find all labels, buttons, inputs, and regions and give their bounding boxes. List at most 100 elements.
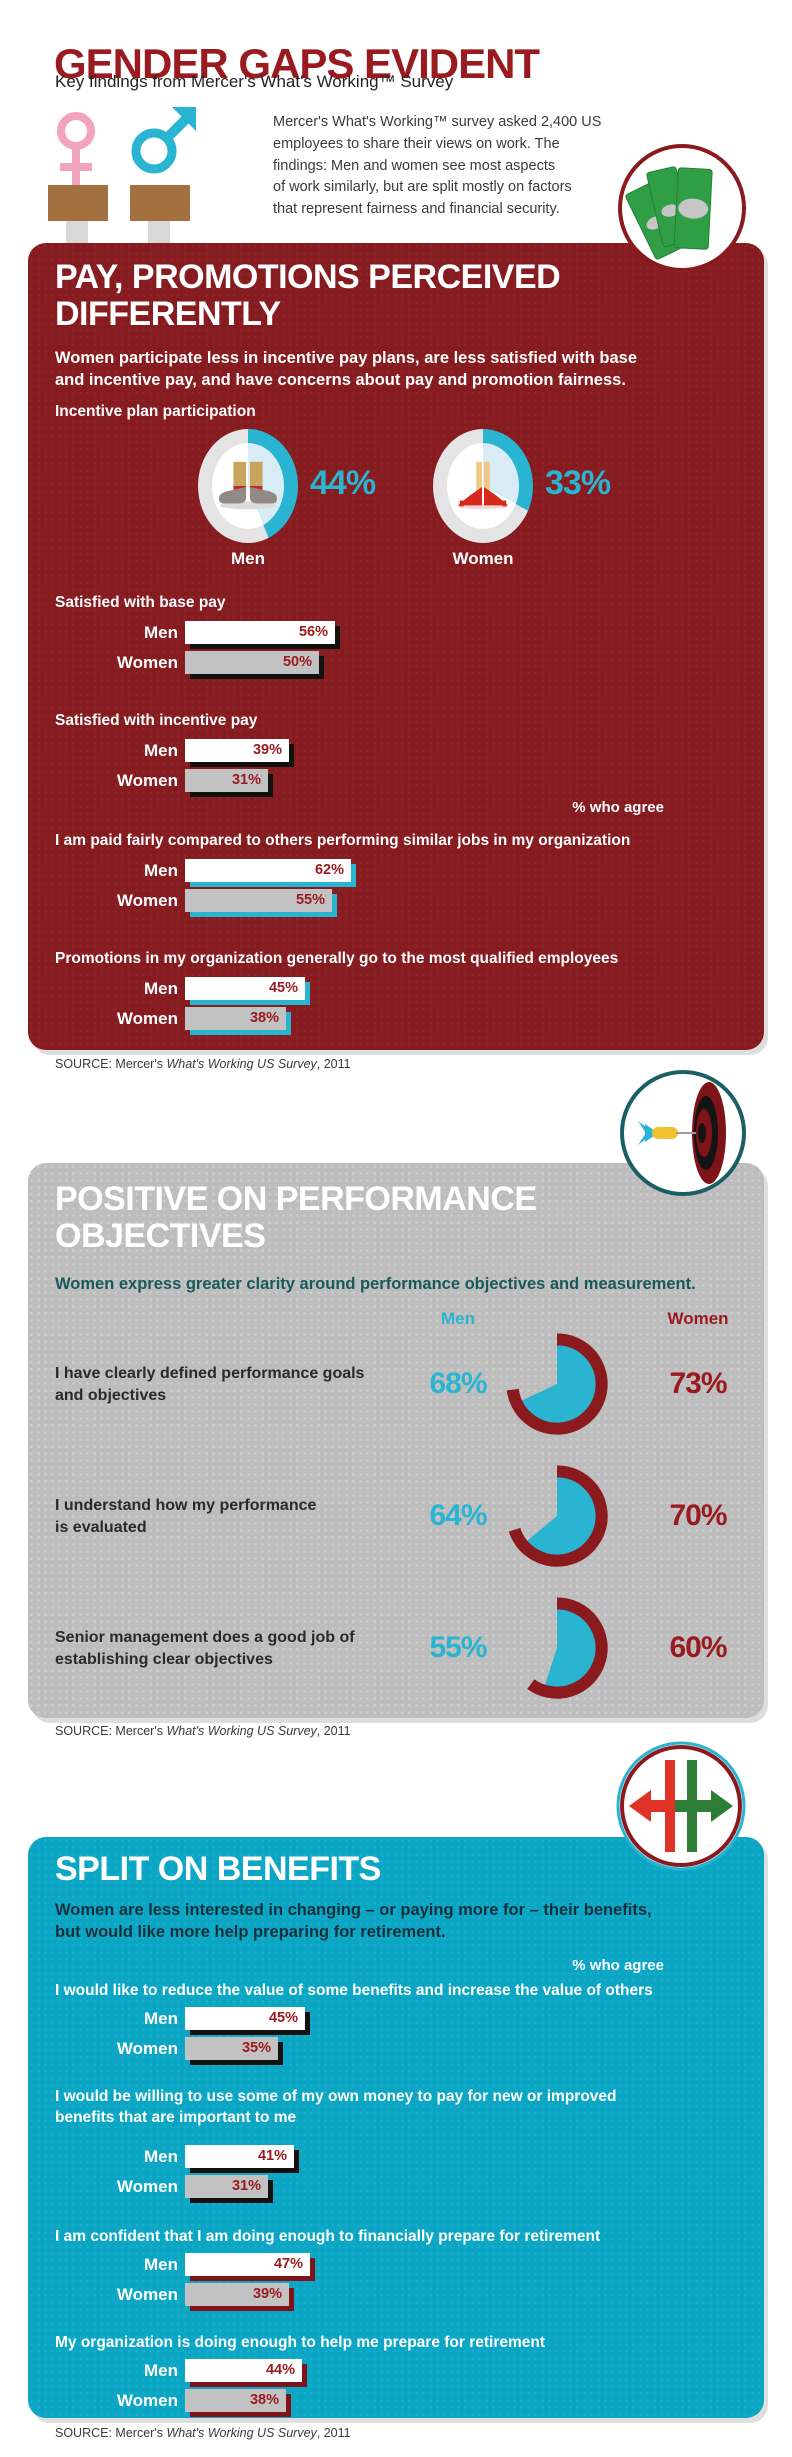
bar-label: Men [144, 2008, 178, 2028]
bar-label: Women [116, 652, 178, 672]
bar-value: 45% [268, 980, 298, 996]
bar-women: 38% [185, 1007, 286, 1030]
pct-who-agree-label: % who agree [572, 1957, 664, 1974]
bar-value: 47% [273, 2256, 303, 2272]
column-header-men: Men [441, 1309, 475, 1328]
bar-women: 35% [185, 2037, 278, 2060]
statement-label: I have clearly defined performance goals… [55, 1365, 365, 1404]
donut-women-label: Women [452, 549, 514, 568]
question-label: I am paid fairly compared to others perf… [55, 832, 631, 849]
bar-label: Men [144, 622, 178, 642]
bar-label: Women [116, 2284, 178, 2304]
bar-women: 31% [185, 769, 268, 792]
pie-women-arc [506, 1333, 608, 1435]
bar-men: 39% [185, 739, 289, 762]
men-value: 68% [429, 1367, 487, 1400]
bar-value: 31% [231, 772, 261, 788]
bar-value: 45% [268, 2010, 298, 2026]
bar-value: 38% [249, 2392, 279, 2408]
pie-women-arc [508, 1465, 608, 1567]
intro-line: of work similarly, but are split mostly … [273, 179, 572, 196]
bar-value: 35% [241, 2040, 271, 2056]
donut-hole [447, 443, 519, 529]
bar-row-men: Men 45% [55, 977, 305, 1000]
mens-shoes-icon [218, 461, 278, 510]
bar-label: Women [116, 890, 178, 910]
bar-row-men: Men 39% [55, 739, 289, 762]
split-arrows-icon [616, 1741, 746, 1871]
female-symbol-icon [57, 112, 95, 187]
section-subtitle: Women express greater clarity around per… [55, 1275, 696, 1293]
bar-label: Men [144, 2146, 178, 2166]
source-note: SOURCE: Mercer's What's Working US Surve… [55, 2426, 351, 2440]
right-arrow [675, 1790, 733, 1822]
bar-row-women: Women 50% [55, 651, 319, 674]
question-label: I would be willing to use some of my own… [55, 2088, 617, 2126]
section-heading: PAY, PROMOTIONS PERCEIVED DIFFERENTLY [55, 258, 561, 334]
bar-value: 56% [298, 624, 328, 640]
bar-value: 50% [282, 654, 312, 670]
intro-line: employees to share their views on work. … [273, 135, 560, 152]
dart [638, 1121, 696, 1145]
bar-row-men: Men 62% [55, 859, 351, 882]
bar-men: 41% [185, 2145, 294, 2168]
source-note: SOURCE: Mercer's What's Working US Surve… [55, 1057, 351, 1071]
section-pay-promotions: PAY, PROMOTIONS PERCEIVED DIFFERENTLY Wo… [28, 243, 764, 1050]
bar-women: 55% [185, 889, 332, 912]
bar-row-women: Women 31% [55, 2175, 268, 2198]
dartboard [692, 1082, 726, 1184]
bar-women: 39% [185, 2283, 289, 2306]
bar-row-women: Women 35% [55, 2037, 278, 2060]
bar-value: 31% [231, 2178, 261, 2194]
bar-label: Men [144, 2360, 178, 2380]
men-value: 64% [429, 1499, 487, 1532]
women-value: 73% [669, 1367, 727, 1400]
column-header-women: Women [667, 1309, 729, 1328]
bar-row-men: Men 56% [55, 621, 335, 644]
donut-men-label: Men [231, 549, 265, 568]
bar-value: 41% [257, 2148, 287, 2164]
dart-target-icon [620, 1070, 746, 1196]
section-heading: SPLIT ON BENEFITS [55, 1850, 381, 1888]
money-bills-icon [618, 144, 746, 272]
bar-label: Women [116, 2038, 178, 2058]
women-value: 70% [669, 1499, 727, 1532]
men-value: 55% [429, 1631, 487, 1664]
podium-post-right [148, 221, 170, 243]
bar-value: 38% [249, 1010, 279, 1026]
bar-women: 38% [185, 2389, 286, 2412]
bar-men: 44% [185, 2359, 302, 2382]
page-subtitle: Key findings from Mercer's What's Workin… [55, 72, 454, 91]
bar-value: 39% [252, 2286, 282, 2302]
bar-row-women: Women 31% [55, 769, 268, 792]
donut-men [198, 429, 298, 543]
donut-women-value: 33% [545, 464, 611, 502]
bar-label: Women [116, 770, 178, 790]
question-label: Satisfied with base pay [55, 594, 226, 611]
bar-value: 62% [314, 862, 344, 878]
bar-label: Women [116, 2390, 178, 2410]
bar-men: 47% [185, 2253, 310, 2276]
bar-row-men: Men 45% [55, 2007, 305, 2030]
question-label: I would like to reduce the value of some… [55, 1982, 653, 1999]
intro-line: that represent fairness and financial se… [273, 201, 560, 217]
bar-label: Women [116, 1008, 178, 1028]
bar-men: 45% [185, 977, 305, 1000]
bar-women: 31% [185, 2175, 268, 2198]
donut-men-value: 44% [310, 464, 376, 502]
performance-pie [508, 1465, 608, 1567]
bar-value: 39% [252, 742, 282, 758]
podium-right [130, 185, 190, 221]
bar-label: Men [144, 740, 178, 760]
pct-who-agree-label: % who agree [572, 799, 664, 816]
question-label: Satisfied with incentive pay [55, 712, 258, 729]
women-value: 60% [669, 1631, 727, 1664]
bar-men: 45% [185, 2007, 305, 2030]
pie-men-wedge [522, 1471, 602, 1561]
bar-value: 55% [295, 892, 325, 908]
section-benefits: SPLIT ON BENEFITS Women are less interes… [28, 1837, 764, 2418]
question-label: My organization is doing enough to help … [55, 2334, 546, 2351]
page-title: GENDER GAPS EVIDENT [54, 40, 540, 88]
bar-label: Men [144, 978, 178, 998]
